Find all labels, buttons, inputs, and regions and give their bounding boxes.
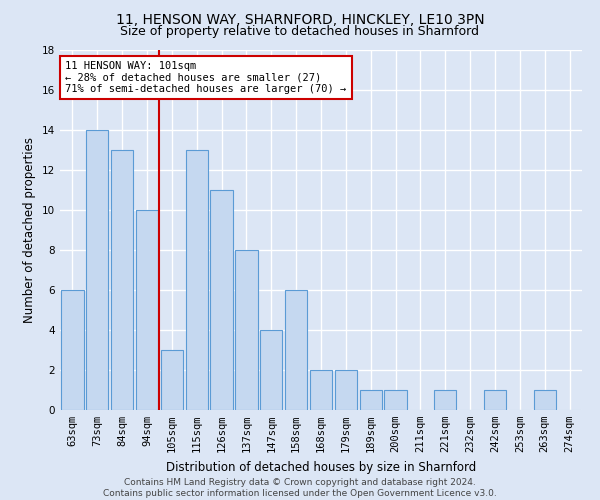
Bar <box>86 130 109 410</box>
Bar <box>260 330 283 410</box>
Bar <box>211 190 233 410</box>
Bar <box>285 290 307 410</box>
Bar <box>161 350 183 410</box>
Bar <box>484 390 506 410</box>
Bar <box>434 390 457 410</box>
Bar <box>310 370 332 410</box>
Bar <box>235 250 257 410</box>
Bar <box>359 390 382 410</box>
Text: Contains HM Land Registry data © Crown copyright and database right 2024.
Contai: Contains HM Land Registry data © Crown c… <box>103 478 497 498</box>
Text: 11, HENSON WAY, SHARNFORD, HINCKLEY, LE10 3PN: 11, HENSON WAY, SHARNFORD, HINCKLEY, LE1… <box>116 12 484 26</box>
Bar <box>136 210 158 410</box>
Text: 11 HENSON WAY: 101sqm
← 28% of detached houses are smaller (27)
71% of semi-deta: 11 HENSON WAY: 101sqm ← 28% of detached … <box>65 61 346 94</box>
Bar <box>61 290 83 410</box>
Text: Size of property relative to detached houses in Sharnford: Size of property relative to detached ho… <box>121 25 479 38</box>
Bar <box>335 370 357 410</box>
Bar <box>385 390 407 410</box>
Bar <box>185 150 208 410</box>
Bar <box>111 150 133 410</box>
X-axis label: Distribution of detached houses by size in Sharnford: Distribution of detached houses by size … <box>166 460 476 473</box>
Y-axis label: Number of detached properties: Number of detached properties <box>23 137 37 323</box>
Bar <box>533 390 556 410</box>
